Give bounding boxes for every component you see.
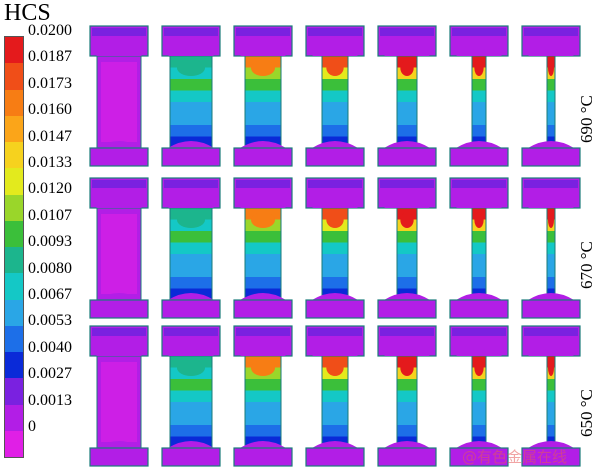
specimen-cell xyxy=(521,177,581,319)
legend-swatch xyxy=(5,430,23,457)
watermark: @有色金属在线 xyxy=(462,448,568,466)
color-scale-bar xyxy=(4,36,24,458)
specimen-cell xyxy=(161,177,221,319)
legend-label: 0.0067 xyxy=(28,286,72,303)
legend-label: 0.0120 xyxy=(28,180,72,198)
legend-swatch xyxy=(5,89,23,116)
legend-label: 0.0093 xyxy=(28,233,72,251)
legend-swatch xyxy=(5,220,23,247)
specimen-cell xyxy=(377,177,437,319)
specimen-cell xyxy=(521,25,581,167)
specimen-cell xyxy=(449,25,509,167)
legend-label: 0.0133 xyxy=(28,154,72,171)
legend-swatch xyxy=(5,299,23,326)
specimen-cell xyxy=(89,25,149,167)
legend-label: 0.0080 xyxy=(28,259,72,277)
legend-title: HCS xyxy=(4,0,51,26)
specimen-cell xyxy=(377,25,437,167)
row-label-690: 690 °C xyxy=(577,95,596,143)
legend-label: 0.0147 xyxy=(28,127,72,145)
specimen-cell xyxy=(233,177,293,319)
legend-swatch xyxy=(5,247,23,274)
specimen-cell xyxy=(89,177,149,319)
specimen-cell xyxy=(233,25,293,167)
legend-swatch xyxy=(5,37,23,64)
specimen-cell xyxy=(449,325,509,467)
specimen-cell xyxy=(449,177,509,319)
legend-label: 0.0027 xyxy=(28,365,72,383)
specimen-cell xyxy=(233,325,293,467)
legend-swatch xyxy=(5,142,23,169)
legend-swatch xyxy=(5,168,23,195)
legend-swatch xyxy=(5,115,23,142)
legend-label: 0.0013 xyxy=(28,391,72,409)
specimen-cell xyxy=(521,325,581,467)
row-label-650: 650 °C xyxy=(577,389,596,437)
legend-label: 0.0173 xyxy=(28,74,72,92)
row-label-670: 670 °C xyxy=(577,241,596,289)
legend-label: 0.0053 xyxy=(28,312,72,330)
specimen-cell xyxy=(305,325,365,467)
specimen-cell xyxy=(305,25,365,167)
legend-label: 0.0200 xyxy=(28,22,72,39)
legend-swatch xyxy=(5,352,23,379)
legend-label: 0.0187 xyxy=(28,48,72,66)
specimen-cell xyxy=(161,25,221,167)
specimen-cell xyxy=(161,325,221,467)
specimen-cell xyxy=(305,177,365,319)
legend-label: 0 xyxy=(28,418,36,435)
legend-swatch xyxy=(5,63,23,90)
legend-swatch xyxy=(5,273,23,300)
specimen-cell xyxy=(89,325,149,467)
legend-swatch xyxy=(5,325,23,352)
legend-label: 0.0107 xyxy=(28,206,72,224)
legend-swatch xyxy=(5,404,23,431)
legend-swatch xyxy=(5,194,23,221)
legend-swatch xyxy=(5,378,23,405)
legend-label: 0.0040 xyxy=(28,338,72,356)
specimen-cell xyxy=(377,325,437,467)
legend-label: 0.0160 xyxy=(28,101,72,119)
